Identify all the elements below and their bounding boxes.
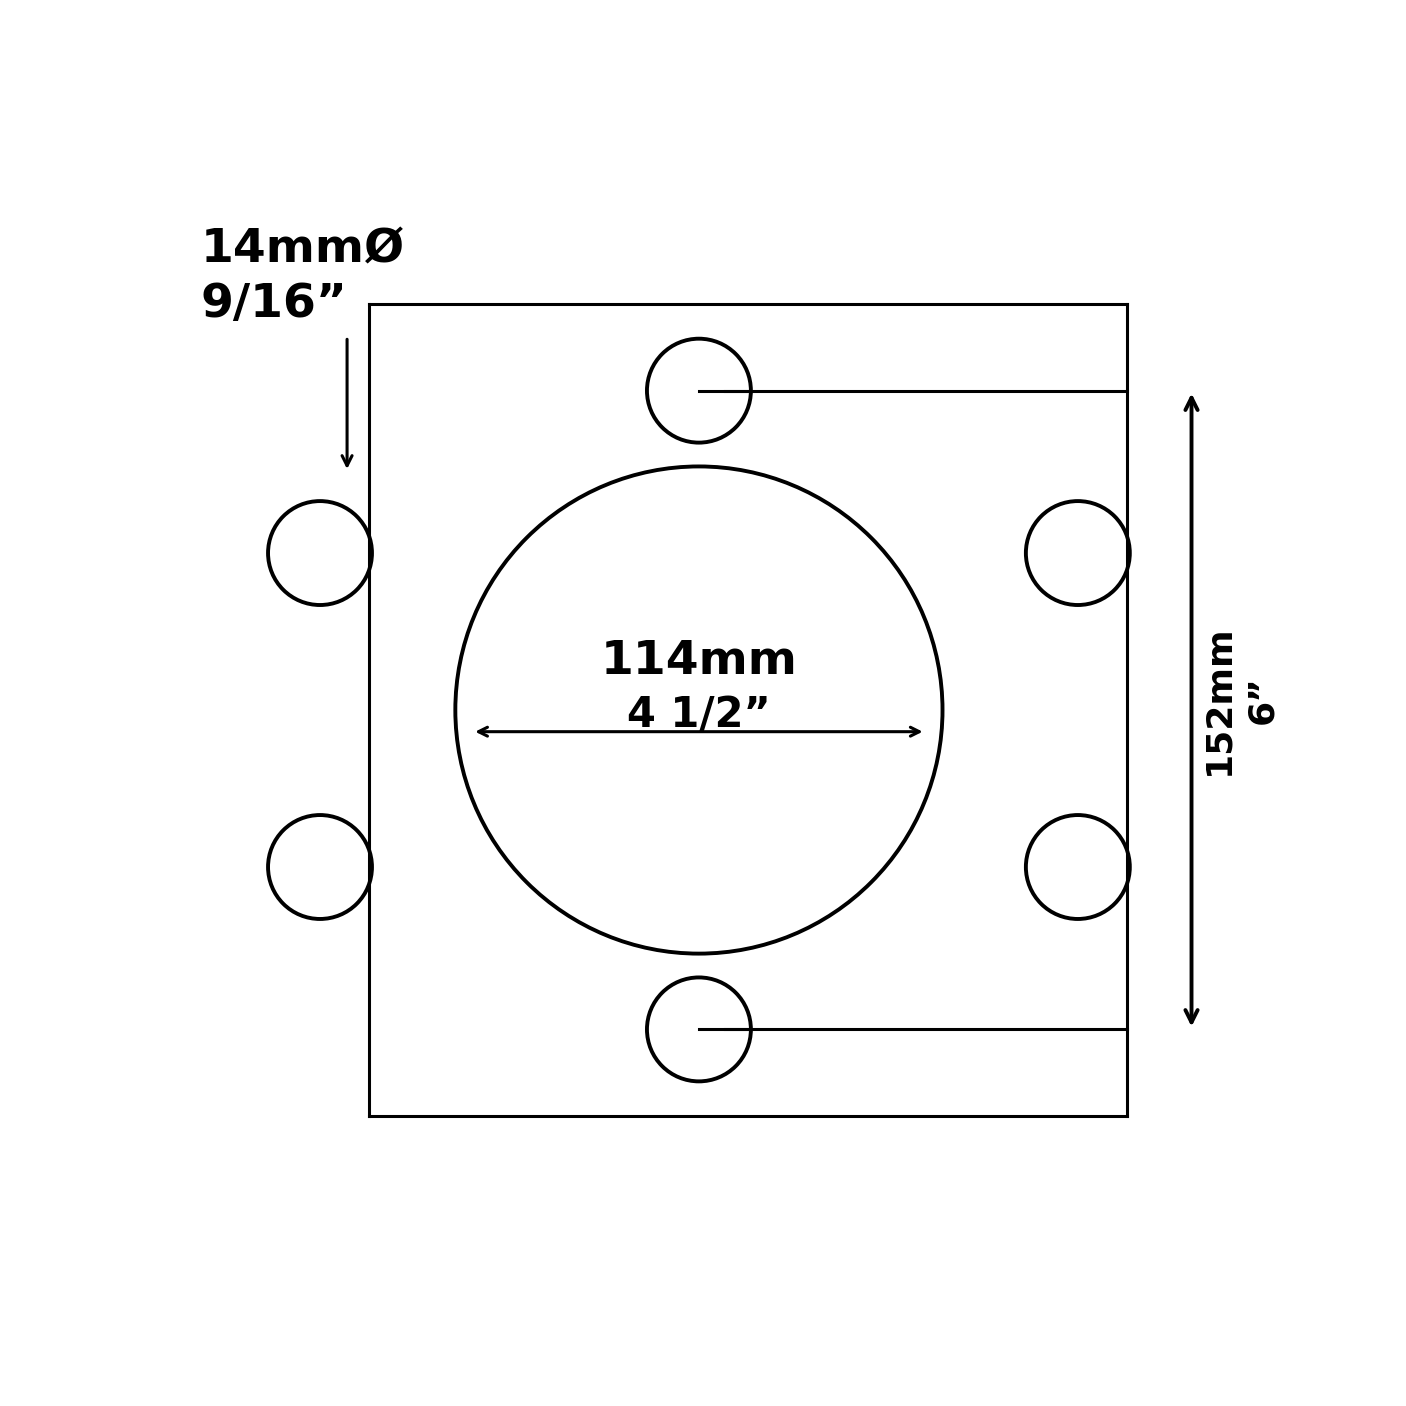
Text: 4 1/2”: 4 1/2” <box>627 695 770 737</box>
Text: 9/16”: 9/16” <box>201 281 347 326</box>
Text: 114mm: 114mm <box>600 638 797 683</box>
Text: 14mmØ: 14mmØ <box>201 228 405 273</box>
Text: 152mm: 152mm <box>1202 624 1236 775</box>
Text: 6”: 6” <box>1244 675 1279 724</box>
